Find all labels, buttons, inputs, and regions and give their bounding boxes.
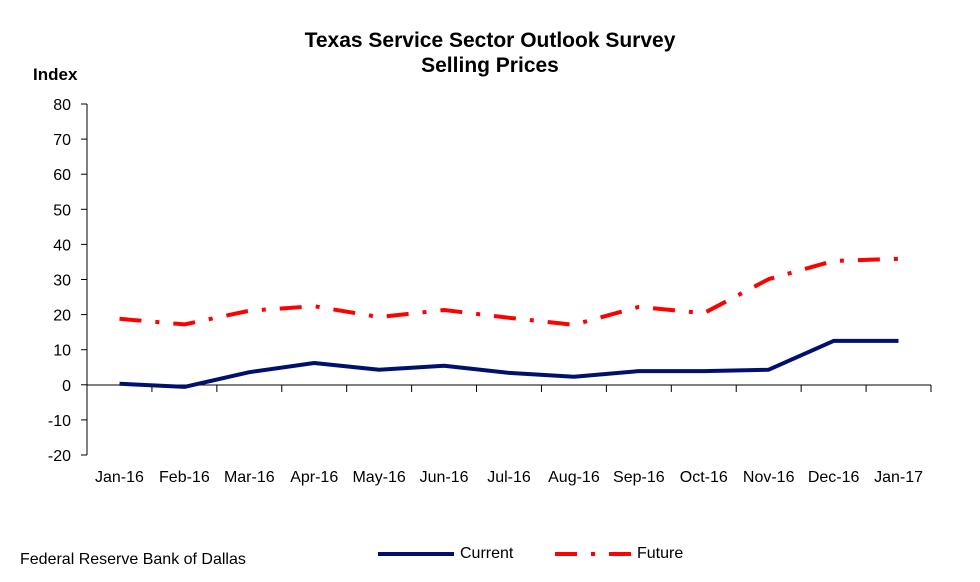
x-tick-label: Feb-16	[159, 469, 210, 486]
series-line-future	[119, 256, 899, 327]
series-line-current	[119, 338, 899, 389]
x-tick-label: Jun-16	[420, 469, 469, 486]
x-tick-label: Jan-17	[874, 469, 923, 486]
x-tick-label: Jan-16	[95, 469, 144, 486]
y-tick-label: 40	[53, 237, 71, 254]
x-tick-label: Oct-16	[680, 469, 728, 486]
y-tick-label: -20	[48, 448, 71, 465]
y-tick-label: 20	[53, 308, 71, 325]
y-tick-label: 60	[53, 167, 71, 184]
y-axis-label: Index	[33, 65, 78, 84]
legend-item-future: Future	[553, 543, 683, 565]
x-tick-label: Apr-16	[290, 469, 338, 486]
y-tick-label: 80	[53, 97, 71, 114]
x-tick-label: May-16	[352, 469, 405, 486]
x-tick-label: Aug-16	[548, 469, 600, 486]
x-tick-label: Jul-16	[487, 469, 531, 486]
y-tick-label: 10	[53, 343, 71, 360]
chart-subtitle: Selling Prices	[421, 54, 559, 77]
y-tick-label: 0	[62, 378, 71, 395]
x-tick-label: Dec-16	[808, 469, 860, 486]
y-tick-label: -10	[48, 413, 71, 430]
legend-label-current: Current	[460, 545, 514, 562]
legend-item-current: Current	[376, 543, 513, 565]
source-note: Federal Reserve Bank of Dallas	[20, 551, 246, 568]
legend-swatch-future	[555, 552, 631, 556]
y-tick-label: 30	[53, 273, 71, 290]
legend-label-future: Future	[637, 545, 684, 562]
legend-swatch-current	[378, 552, 454, 556]
x-tick-label: Nov-16	[743, 469, 795, 486]
x-tick-label: Mar-16	[224, 469, 275, 486]
y-tick-label: 70	[53, 132, 71, 149]
chart-title: Texas Service Sector Outlook Survey	[304, 29, 676, 52]
x-tick-label: Sep-16	[613, 469, 665, 486]
y-tick-label: 50	[53, 202, 71, 219]
